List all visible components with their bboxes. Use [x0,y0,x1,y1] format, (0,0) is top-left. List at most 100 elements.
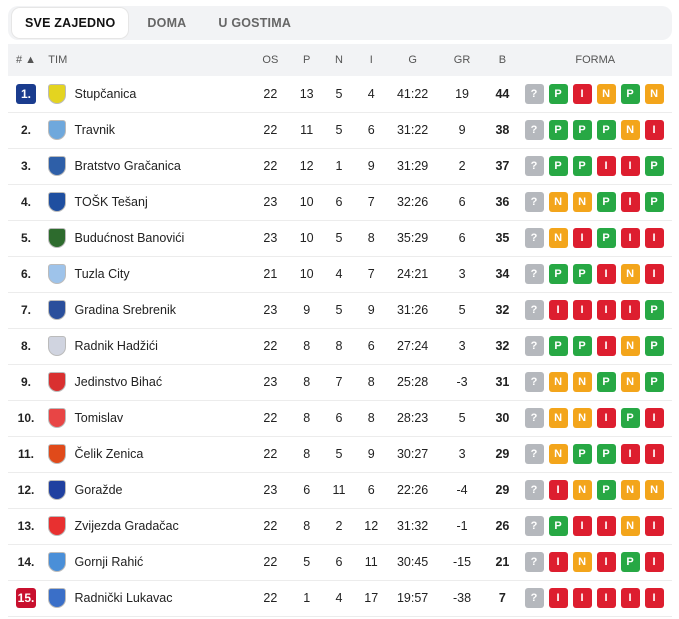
form-badge[interactable]: I [620,192,640,212]
team-name[interactable]: Tuzla City [74,267,130,281]
form-badge[interactable]: N [572,372,592,392]
form-badge[interactable]: I [644,408,664,428]
form-badge[interactable]: P [572,336,592,356]
form-badge[interactable]: N [572,480,592,500]
form-badge[interactable]: N [620,480,640,500]
form-badge[interactable]: I [644,516,664,536]
form-badge[interactable]: N [620,336,640,356]
table-row[interactable]: 10. Tomislav 22 8 6 8 28:23 5 30? N N I P I [8,400,672,436]
form-badge[interactable]: ? [524,83,544,104]
form-badge[interactable]: I [644,552,664,572]
form-badge[interactable]: N [644,480,664,500]
table-row[interactable]: 5. Budućnost Banovići 23 10 5 8 35:29 6 35? N I P I I [8,220,672,256]
form-badge[interactable]: P [548,156,568,176]
form-badge[interactable]: P [572,444,592,464]
team-name[interactable]: Gradina Srebrenik [74,303,176,317]
form-badge[interactable]: ? [524,120,544,140]
table-row[interactable]: 13. Zvijezda Gradačac 22 8 2 12 31:32 -1 26? P I I N… [8,508,672,544]
form-badge[interactable]: I [644,228,664,248]
form-badge[interactable]: P [596,120,616,140]
form-badge[interactable]: I [572,300,592,320]
form-badge[interactable]: N [572,552,592,572]
form-badge[interactable]: P [548,120,568,140]
form-badge[interactable]: P [572,264,592,284]
table-row[interactable]: 15. Radnički Lukavac 22 1 4 17 19:57 -38 7? I I I I I [8,580,672,616]
form-badge[interactable]: I [596,588,616,608]
team-name[interactable]: Bratstvo Gračanica [74,159,181,173]
form-badge[interactable]: N [620,372,640,392]
form-badge[interactable]: P [644,300,664,320]
form-badge[interactable]: N [548,408,568,428]
form-badge[interactable]: P [548,83,568,104]
form-badge[interactable]: N [620,120,640,140]
form-badge[interactable]: N [548,192,568,212]
form-badge[interactable]: P [644,156,664,176]
tab-home[interactable]: DOMA [147,16,187,30]
team-name[interactable]: Budućnost Banovići [74,231,185,245]
form-badge[interactable]: N [596,83,616,104]
form-badge[interactable]: I [548,588,568,608]
form-badge[interactable]: I [572,83,592,104]
team-name[interactable]: TOŠK Tešanj [74,195,148,209]
form-badge[interactable]: N [548,372,568,392]
form-badge[interactable]: P [644,336,664,356]
form-badge[interactable]: ? [524,336,544,356]
form-badge[interactable]: I [620,300,640,320]
form-badge[interactable]: I [644,444,664,464]
team-name[interactable]: Stupčanica [74,86,137,101]
form-badge[interactable]: ? [524,480,544,500]
form-badge[interactable]: I [572,588,592,608]
form-badge[interactable]: ? [524,300,544,320]
form-badge[interactable]: I [596,516,616,536]
table-row[interactable]: 7. Gradina Srebrenik 23 9 5 9 31:26 5 32? I I I I P [8,292,672,328]
form-badge[interactable]: I [644,120,664,140]
team-name[interactable]: Tomislav [74,411,124,425]
form-badge[interactable]: I [596,300,616,320]
form-badge[interactable]: P [596,228,616,248]
form-badge[interactable]: P [644,192,664,212]
table-row[interactable]: 3. Bratstvo Gračanica 22 12 1 9 31:29 2 37? P P I I P [8,148,672,184]
team-name[interactable]: Jedinstvo Bihać [74,375,163,389]
form-badge[interactable]: P [596,192,616,212]
form-badge[interactable]: P [548,264,568,284]
form-badge[interactable]: N [620,516,640,536]
form-badge[interactable]: I [572,228,592,248]
form-badge[interactable]: I [596,552,616,572]
rank-header[interactable]: # ▲ [16,54,37,66]
form-badge[interactable]: N [548,228,568,248]
form-badge[interactable]: ? [524,192,544,212]
form-badge[interactable]: I [620,444,640,464]
form-badge[interactable]: P [596,444,616,464]
form-badge[interactable]: N [572,192,592,212]
form-badge[interactable]: P [620,552,640,572]
form-badge[interactable]: I [548,552,568,572]
form-badge[interactable]: I [620,156,640,176]
form-badge[interactable]: I [596,408,616,428]
form-badge[interactable]: I [596,156,616,176]
form-badge[interactable]: I [548,480,568,500]
table-row[interactable]: 4. TOŠK Tešanj 23 10 6 7 32:26 6 36? N N P I P [8,184,672,220]
table-row[interactable]: 1. Stupčanica 22 13 5 4 41:22 19 44? P I N P N [8,76,672,112]
form-badge[interactable]: I [572,516,592,536]
form-badge[interactable]: ? [524,264,544,284]
form-badge[interactable]: P [620,408,640,428]
form-badge[interactable]: P [644,372,664,392]
form-badge[interactable]: ? [524,588,544,608]
table-row[interactable]: 14. Gornji Rahić 22 5 6 11 30:45 -15 21? I N I P I [8,544,672,580]
form-badge[interactable]: P [548,516,568,536]
form-badge[interactable]: I [644,588,664,608]
team-name[interactable]: Gornji Rahić [74,555,144,569]
form-badge[interactable]: ? [524,552,544,572]
tab-away[interactable]: U GOSTIMA [218,16,292,30]
form-badge[interactable]: N [644,83,664,104]
form-badge[interactable]: P [572,120,592,140]
table-row[interactable]: 11. Čelik Zenica 22 8 5 9 30:27 3 29? N P P I I [8,436,672,472]
form-badge[interactable]: ? [524,408,544,428]
form-badge[interactable]: ? [524,156,544,176]
form-badge[interactable]: N [620,264,640,284]
team-name[interactable]: Zvijezda Gradačac [74,519,179,533]
form-badge[interactable]: I [596,336,616,356]
team-name[interactable]: Travnik [74,123,116,137]
form-badge[interactable]: P [620,83,640,104]
table-row[interactable]: 8. Radnik Hadžići 22 8 8 6 27:24 3 32? P P I N P [8,328,672,364]
